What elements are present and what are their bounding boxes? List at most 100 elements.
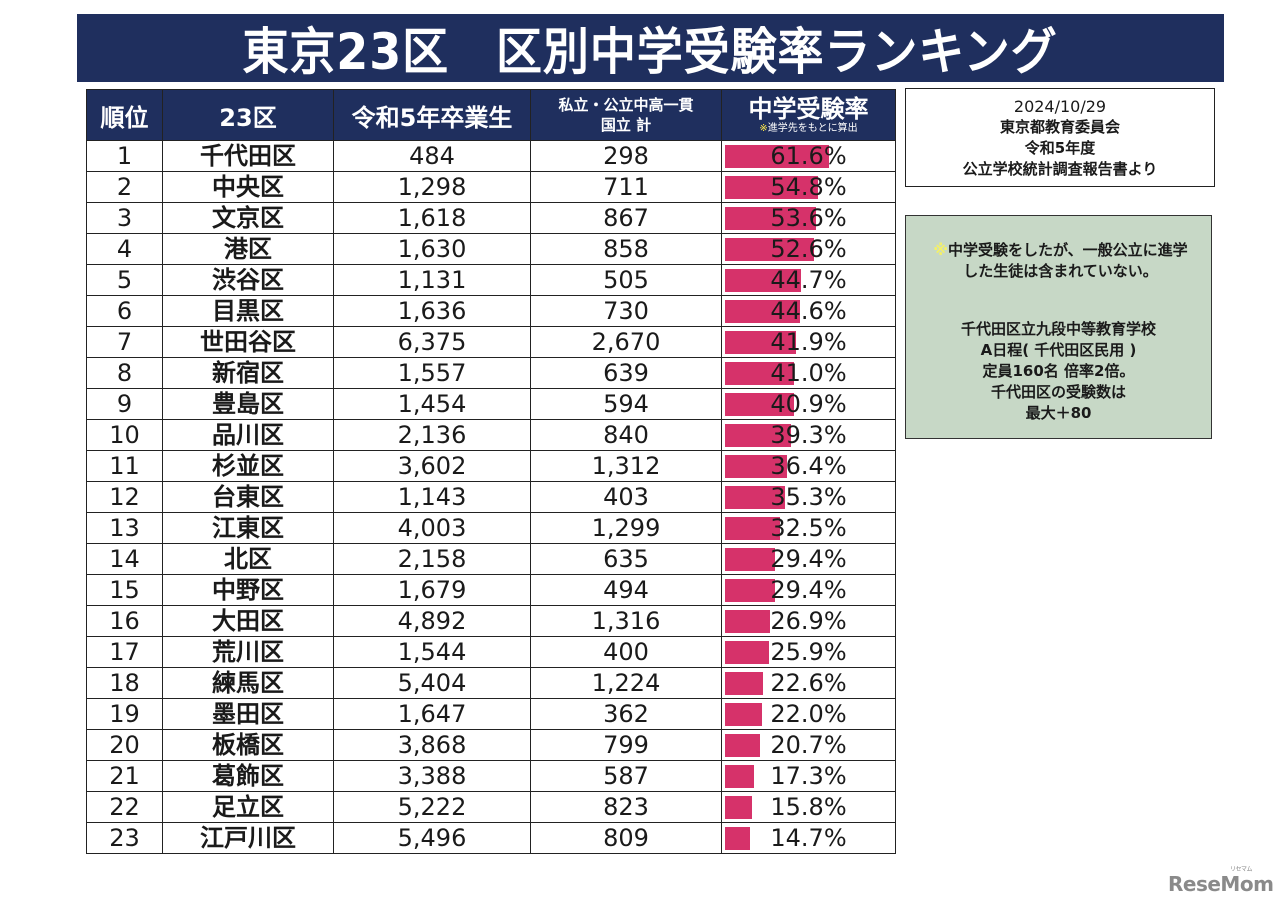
graduates-cell: 6,375 <box>333 326 531 358</box>
rate-cell: 39.3% <box>721 419 896 451</box>
rate-label: 36.4% <box>770 452 847 480</box>
rate-label: 53.6% <box>770 204 847 232</box>
private-cell: 1,312 <box>530 450 722 482</box>
rate-cell: 52.6% <box>721 233 896 265</box>
header-private: 私立・公立中高一貫 国立 計 <box>530 89 722 141</box>
rate-label: 25.9% <box>770 638 847 666</box>
rate-bar <box>725 796 752 819</box>
graduates-cell: 1,679 <box>333 574 531 606</box>
rank-cell: 21 <box>86 760 163 792</box>
rate-label: 44.7% <box>770 266 847 294</box>
private-cell: 809 <box>530 822 722 854</box>
rank-cell: 5 <box>86 264 163 296</box>
private-cell: 494 <box>530 574 722 606</box>
table-row: 1 千代田区 484 298 61.6% <box>86 140 896 172</box>
rate-cell: 25.9% <box>721 636 896 668</box>
graduates-cell: 5,404 <box>333 667 531 699</box>
rate-bar <box>725 300 801 323</box>
rate-bar <box>725 238 814 261</box>
graduates-cell: 1,143 <box>333 481 531 513</box>
graduates-cell: 1,454 <box>333 388 531 420</box>
rate-cell: 17.3% <box>721 760 896 792</box>
rank-cell: 18 <box>86 667 163 699</box>
rate-label: 54.8% <box>770 173 847 201</box>
rank-cell: 16 <box>86 605 163 637</box>
ward-cell: 北区 <box>162 543 334 575</box>
source-line3: 公立学校統計調査報告書より <box>962 159 1158 178</box>
rate-label: 22.0% <box>770 700 847 728</box>
table-row: 11 杉並区 3,602 1,312 36.4% <box>86 450 896 482</box>
table-row: 12 台東区 1,143 403 35.3% <box>86 481 896 513</box>
rank-cell: 4 <box>86 233 163 265</box>
logo-text: ReseMom <box>1168 872 1274 896</box>
rate-bar <box>725 455 787 478</box>
ward-cell: 墨田区 <box>162 698 334 730</box>
private-cell: 1,224 <box>530 667 722 699</box>
rate-bar <box>725 672 764 695</box>
table-row: 19 墨田区 1,647 362 22.0% <box>86 698 896 730</box>
table-row: 15 中野区 1,679 494 29.4% <box>86 574 896 606</box>
source-line2: 令和5年度 <box>1024 138 1096 157</box>
header-rank: 順位 <box>86 89 163 141</box>
ward-cell: 千代田区 <box>162 140 334 172</box>
rank-cell: 12 <box>86 481 163 513</box>
rate-bar <box>725 269 801 292</box>
rate-cell: 36.4% <box>721 450 896 482</box>
page-title: 東京23区 区別中学受験率ランキング <box>242 23 1059 81</box>
rate-label: 39.3% <box>770 421 847 449</box>
table-row: 4 港区 1,630 858 52.6% <box>86 233 896 265</box>
graduates-cell: 1,618 <box>333 202 531 234</box>
ward-cell: 板橋区 <box>162 729 334 761</box>
rank-cell: 2 <box>86 171 163 203</box>
header-rate: 中学受験率 ※進学先をもとに算出 <box>721 89 896 141</box>
rate-label: 20.7% <box>770 731 847 759</box>
graduates-cell: 1,630 <box>333 233 531 265</box>
rank-cell: 11 <box>86 450 163 482</box>
ward-cell: 台東区 <box>162 481 334 513</box>
ward-cell: 世田谷区 <box>162 326 334 358</box>
table-row: 16 大田区 4,892 1,316 26.9% <box>86 605 896 637</box>
rate-label: 40.9% <box>770 390 847 418</box>
rank-cell: 17 <box>86 636 163 668</box>
rate-label: 44.6% <box>770 297 847 325</box>
rate-cell: 41.0% <box>721 357 896 389</box>
source-box: 2024/10/29 東京都教育委員会 令和5年度 公立学校統計調査報告書より <box>905 88 1215 187</box>
rate-bar <box>725 703 763 726</box>
private-cell: 594 <box>530 388 722 420</box>
table-row: 5 渋谷区 1,131 505 44.7% <box>86 264 896 296</box>
header-graduates: 令和5年卒業生 <box>333 89 531 141</box>
graduates-cell: 5,222 <box>333 791 531 823</box>
graduates-cell: 1,131 <box>333 264 531 296</box>
rate-cell: 22.0% <box>721 698 896 730</box>
private-cell: 298 <box>530 140 722 172</box>
ward-cell: 新宿区 <box>162 357 334 389</box>
rate-cell: 15.8% <box>721 791 896 823</box>
private-cell: 400 <box>530 636 722 668</box>
ward-cell: 渋谷区 <box>162 264 334 296</box>
ward-cell: 練馬区 <box>162 667 334 699</box>
ward-cell: 中央区 <box>162 171 334 203</box>
header-rate-title: 中学受験率 <box>748 94 869 123</box>
private-cell: 867 <box>530 202 722 234</box>
table-row: 18 練馬区 5,404 1,224 22.6% <box>86 667 896 699</box>
table-row: 2 中央区 1,298 711 54.8% <box>86 171 896 203</box>
table-row: 10 品川区 2,136 840 39.3% <box>86 419 896 451</box>
info-line4: 千代田区の受験数は <box>990 383 1126 401</box>
rank-cell: 22 <box>86 791 163 823</box>
private-cell: 1,299 <box>530 512 722 544</box>
rate-bar <box>725 641 769 664</box>
graduates-cell: 1,636 <box>333 295 531 327</box>
header-private-line2: 国立 計 <box>600 116 652 134</box>
rank-cell: 10 <box>86 419 163 451</box>
header-rate-note: ※進学先をもとに算出 <box>722 122 895 135</box>
rate-label: 15.8% <box>770 793 847 821</box>
rank-cell: 3 <box>86 202 163 234</box>
ward-cell: 目黒区 <box>162 295 334 327</box>
title-banner: 東京23区 区別中学受験率ランキング <box>77 14 1224 82</box>
graduates-cell: 3,868 <box>333 729 531 761</box>
note-box: ※中学受験をしたが、一般公立に進学 した生徒は含まれていない。 千代田区立九段中… <box>905 215 1212 439</box>
ward-cell: 足立区 <box>162 791 334 823</box>
ward-cell: 大田区 <box>162 605 334 637</box>
table-row: 3 文京区 1,618 867 53.6% <box>86 202 896 234</box>
note-info: 千代田区立九段中等教育学校 A日程( 千代田区民用 ) 定員160名 倍率2倍。… <box>906 319 1211 424</box>
